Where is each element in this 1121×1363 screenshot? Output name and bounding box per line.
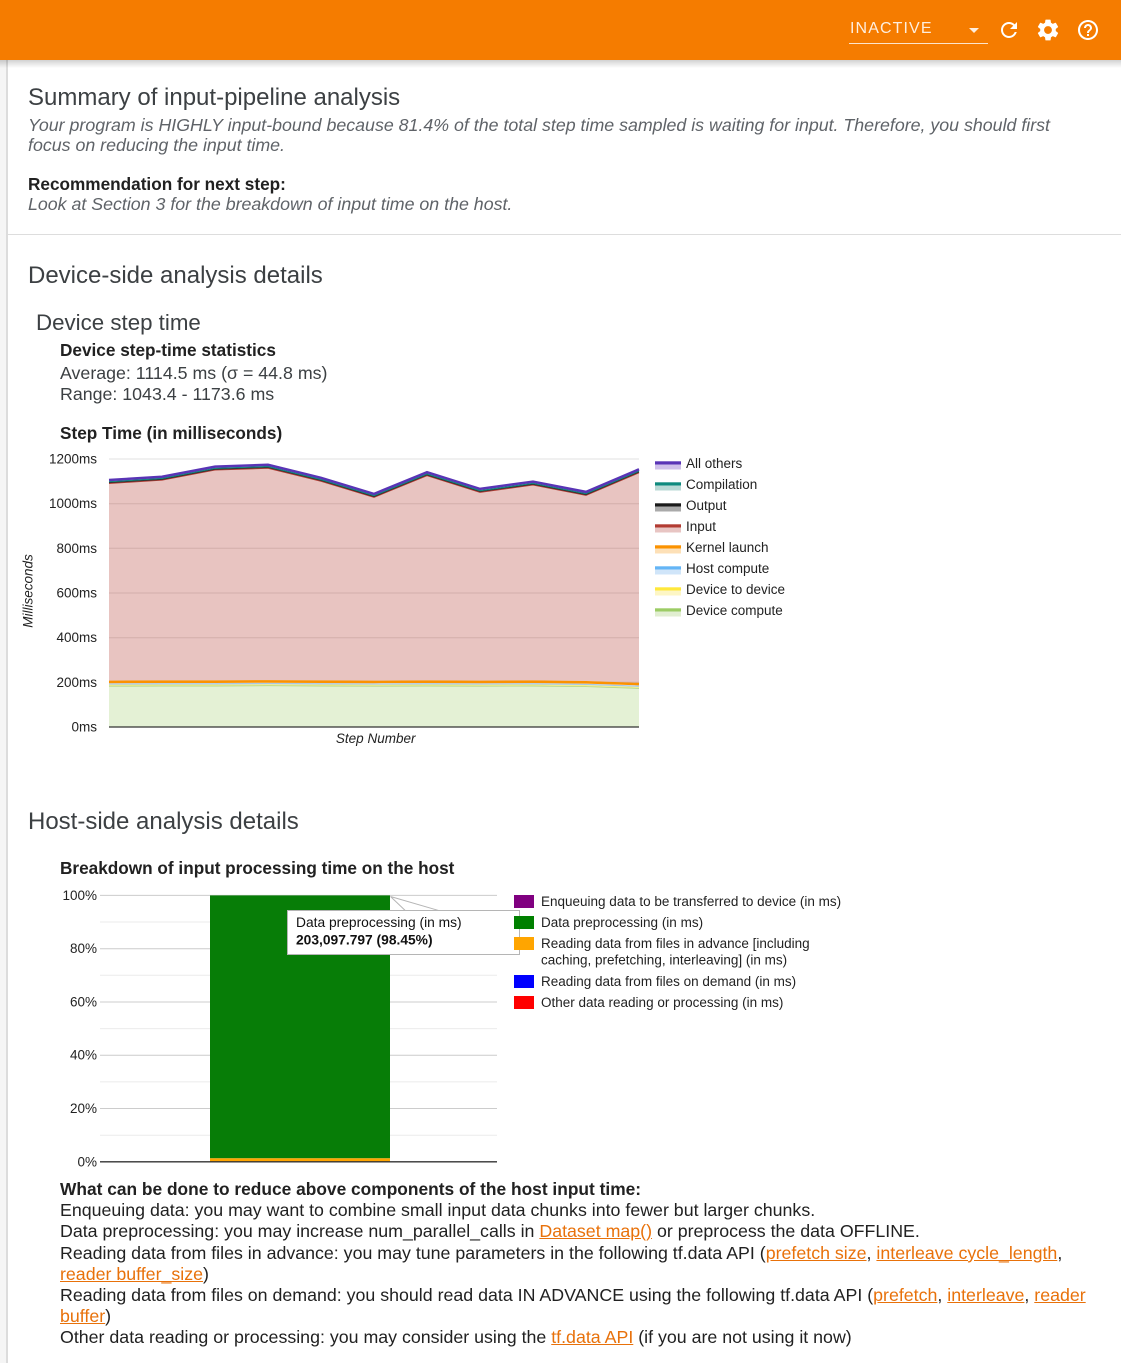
svg-text:60%: 60% (70, 995, 97, 1010)
svg-text:Input: Input (686, 519, 716, 534)
svg-text:203,097.797 (98.45%): 203,097.797 (98.45%) (296, 933, 433, 948)
svg-text:Device to device: Device to device (686, 582, 785, 597)
svg-text:Device compute: Device compute (686, 603, 783, 618)
svg-text:Output: Output (686, 498, 727, 513)
svg-text:800ms: 800ms (56, 541, 97, 556)
svg-text:80%: 80% (70, 941, 97, 956)
svg-text:caching, prefetching, interlea: caching, prefetching, interleaving] (in … (541, 953, 787, 968)
svg-text:All others: All others (686, 456, 743, 471)
svg-text:Other data reading or processi: Other data reading or processing (in ms) (541, 995, 783, 1010)
svg-text:600ms: 600ms (56, 586, 97, 601)
svg-text:Kernel launch: Kernel launch (686, 540, 769, 555)
svg-text:0ms: 0ms (71, 720, 97, 735)
svg-text:0%: 0% (77, 1154, 97, 1169)
svg-text:1200ms: 1200ms (49, 452, 97, 467)
svg-text:Reading data from files on dem: Reading data from files on demand (in ms… (541, 974, 796, 989)
svg-text:100%: 100% (62, 888, 97, 903)
svg-text:Enqueuing data to be transferr: Enqueuing data to be transferred to devi… (541, 894, 841, 909)
svg-text:Reading data from files in adv: Reading data from files in advance [incl… (541, 936, 810, 951)
svg-text:200ms: 200ms (56, 675, 97, 690)
svg-text:20%: 20% (70, 1101, 97, 1116)
svg-text:400ms: 400ms (56, 630, 97, 645)
svg-text:Milliseconds: Milliseconds (21, 554, 36, 628)
svg-text:Step Number: Step Number (336, 731, 416, 746)
svg-text:Data preprocessing (in ms): Data preprocessing (in ms) (541, 915, 703, 930)
svg-text:Compilation: Compilation (686, 477, 757, 492)
svg-text:Data preprocessing (in ms): Data preprocessing (in ms) (296, 915, 462, 930)
svg-text:1000ms: 1000ms (49, 496, 97, 511)
svg-text:Host compute: Host compute (686, 561, 769, 576)
svg-text:40%: 40% (70, 1048, 97, 1063)
